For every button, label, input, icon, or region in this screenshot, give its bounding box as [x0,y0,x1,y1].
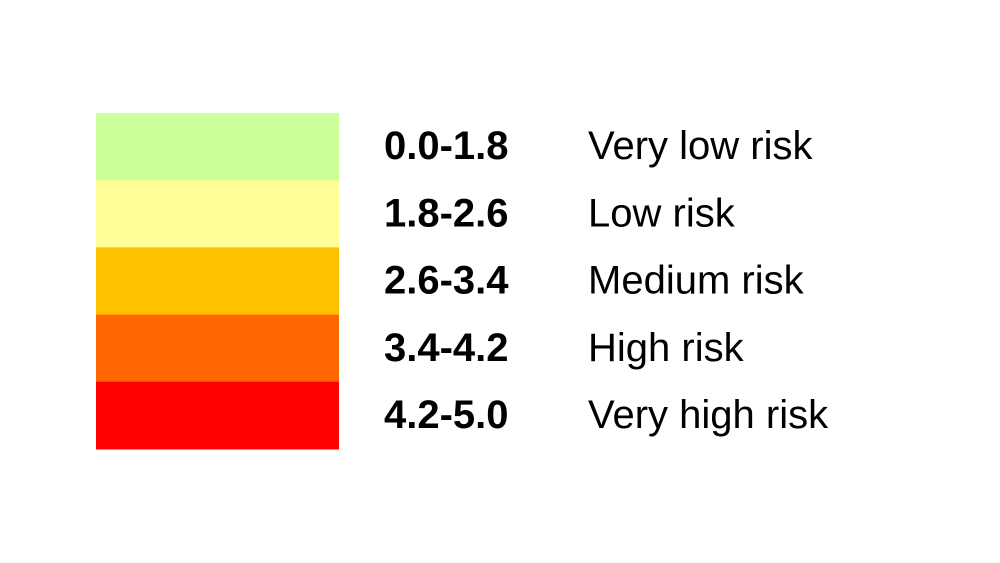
range-label: 0.0-1.8 [384,124,509,168]
range-label: 4.2-5.0 [384,393,509,437]
color-swatch [96,180,339,248]
color-swatch [96,314,339,383]
color-swatch [96,247,339,316]
risk-label: Very low risk [588,124,813,168]
risk-label: Very high risk [588,393,829,437]
range-label: 1.8-2.6 [384,191,509,235]
range-label: 3.4-4.2 [384,326,509,370]
range-label: 2.6-3.4 [384,259,509,303]
risk-label: Low risk [588,191,736,235]
risk-label: Medium risk [588,259,805,303]
color-swatch [96,113,339,181]
risk-label: High risk [588,326,745,370]
color-swatch [96,381,339,450]
